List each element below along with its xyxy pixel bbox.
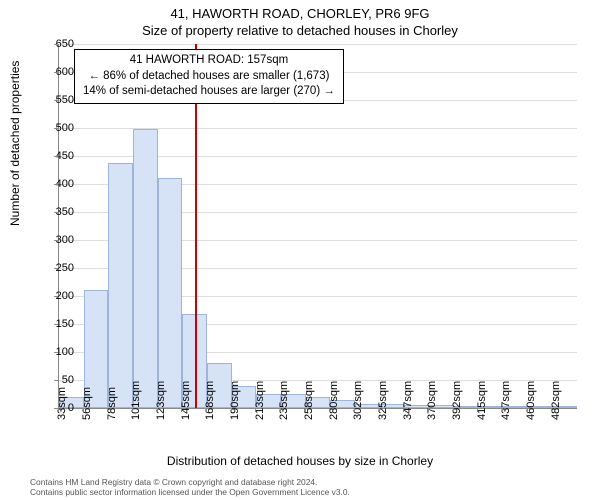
y-tick-label: 300 [44,234,74,246]
x-axis-label: Distribution of detached houses by size … [0,454,600,468]
x-tick-mark [231,408,232,412]
y-tick-mark [54,100,58,101]
y-tick-label: 600 [44,66,74,78]
y-tick-mark [54,324,58,325]
gridline [59,44,577,45]
x-tick-mark [157,408,158,412]
x-tick-mark [206,408,207,412]
x-tick-mark [107,408,108,412]
y-tick-mark [54,268,58,269]
y-tick-label: 200 [44,290,74,302]
x-tick-mark [527,408,528,412]
y-tick-mark [54,72,58,73]
y-tick-mark [54,44,58,45]
y-tick-label: 450 [44,150,74,162]
histogram-bar [158,178,183,408]
page-subtitle: Size of property relative to detached ho… [0,21,600,42]
page-title: 41, HAWORTH ROAD, CHORLEY, PR6 9FG [0,0,600,21]
footer-line-1: Contains HM Land Registry data © Crown c… [30,477,350,487]
footer-text: Contains HM Land Registry data © Crown c… [30,477,350,497]
x-tick-mark [181,408,182,412]
y-tick-label: 350 [44,206,74,218]
y-tick-mark [54,128,58,129]
y-tick-label: 50 [44,374,74,386]
x-tick-mark [403,408,404,412]
x-tick-mark [379,408,380,412]
y-tick-mark [54,212,58,213]
x-tick-mark [305,408,306,412]
annotation-line-2: ← 86% of detached houses are smaller (1,… [83,69,335,85]
y-tick-label: 100 [44,346,74,358]
x-tick-mark [428,408,429,412]
x-tick-mark [477,408,478,412]
x-tick-mark [132,408,133,412]
histogram-bar [133,129,158,408]
y-tick-label: 250 [44,262,74,274]
y-tick-label: 500 [44,122,74,134]
x-tick-mark [502,408,503,412]
y-axis-label: Number of detached properties [8,61,22,226]
y-tick-mark [54,240,58,241]
x-tick-mark [58,408,59,412]
y-tick-mark [54,380,58,381]
y-tick-mark [54,296,58,297]
y-tick-label: 150 [44,318,74,330]
y-tick-label: 650 [44,38,74,50]
x-tick-mark [354,408,355,412]
x-tick-mark [551,408,552,412]
annotation-line-1: 41 HAWORTH ROAD: 157sqm [83,53,335,69]
x-tick-mark [280,408,281,412]
x-tick-mark [453,408,454,412]
y-tick-mark [54,156,58,157]
y-tick-label: 400 [44,178,74,190]
x-tick-mark [255,408,256,412]
y-tick-label: 550 [44,94,74,106]
annotation-line-3: 14% of semi-detached houses are larger (… [83,84,335,100]
footer-line-2: Contains public sector information licen… [30,487,350,497]
x-tick-mark [329,408,330,412]
chart-annotation-box: 41 HAWORTH ROAD: 157sqm ← 86% of detache… [74,49,344,104]
y-tick-mark [54,184,58,185]
y-tick-mark [54,352,58,353]
x-tick-mark [83,408,84,412]
histogram-bar [108,163,133,408]
